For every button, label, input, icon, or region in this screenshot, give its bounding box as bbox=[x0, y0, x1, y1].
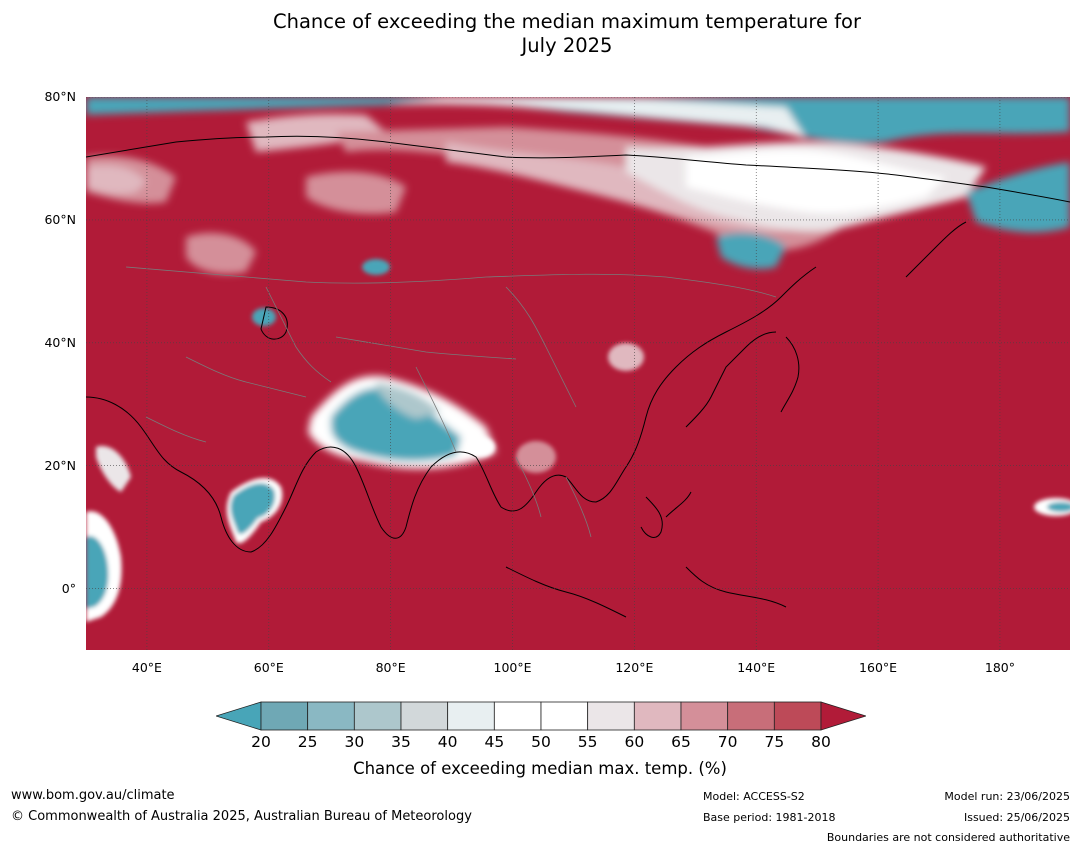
graticule bbox=[86, 97, 1070, 650]
footer-base-period: Base period: 1981-2018 bbox=[703, 811, 836, 824]
minor-fields bbox=[252, 259, 1070, 516]
chart-title: Chance of exceeding the median maximum t… bbox=[0, 10, 1081, 58]
latitude-tick-label: 20°N bbox=[44, 457, 76, 473]
longitude-tick-label: 100°E bbox=[493, 660, 532, 675]
longitude-tick-label: 120°E bbox=[615, 660, 654, 675]
colorbar-tick-label: 50 bbox=[531, 733, 551, 751]
colorbar-segment bbox=[540, 701, 589, 731]
colorbar-tick-label: 55 bbox=[577, 733, 598, 751]
longitude-tick-label: 180° bbox=[984, 660, 1015, 675]
longitude-tick-label: 40°E bbox=[131, 660, 162, 675]
longitude-tick-label: 140°E bbox=[737, 660, 776, 675]
colorbar-tick-label: 65 bbox=[671, 733, 691, 751]
colorbar-tick-label: 25 bbox=[297, 733, 318, 751]
colorbar-segment bbox=[260, 701, 309, 731]
longitude-tick-label: 80°E bbox=[375, 660, 406, 675]
colorbar-segment bbox=[680, 701, 729, 731]
longitude-tick-label: 60°E bbox=[253, 660, 284, 675]
latitude-tick-label: 80°N bbox=[44, 89, 76, 104]
colorbar-tick-label: 80 bbox=[811, 733, 831, 751]
footer-model-run: Model run: 23/06/2025 bbox=[944, 790, 1070, 803]
colorbar-segment bbox=[633, 701, 682, 731]
probability-map bbox=[86, 97, 1070, 650]
colorbar-tick-label: 35 bbox=[391, 733, 411, 751]
colorbar bbox=[216, 701, 866, 731]
coastlines bbox=[86, 135, 1070, 618]
colorbar-tick-label: 75 bbox=[764, 733, 785, 751]
footer-model: Model: ACCESS-S2 bbox=[703, 790, 805, 803]
arctic-field bbox=[86, 97, 1070, 274]
colorbar-over-arrow bbox=[820, 701, 866, 731]
colorbar-under-arrow bbox=[216, 701, 262, 731]
arabian-sea-field bbox=[226, 477, 283, 544]
colorbar-segment bbox=[353, 701, 402, 731]
footer-issued: Issued: 25/06/2025 bbox=[963, 811, 1070, 824]
footer-copyright: © Commonwealth of Australia 2025, Austra… bbox=[11, 809, 472, 824]
colorbar-tick-label: 60 bbox=[624, 733, 645, 751]
footer-disclaimer: Boundaries are not considered authoritat… bbox=[826, 831, 1070, 844]
country-borders bbox=[125, 266, 777, 538]
footer-url: www.bom.gov.au/climate bbox=[11, 788, 175, 803]
colorbar-tick-label: 20 bbox=[251, 733, 271, 751]
colorbar-segment bbox=[727, 701, 775, 731]
latitude-tick-label: 60°N bbox=[44, 211, 76, 227]
title-line-2: July 2025 bbox=[521, 34, 613, 57]
colorbar-segment bbox=[773, 701, 822, 731]
colorbar-segment bbox=[307, 701, 355, 731]
colorbar-segment bbox=[587, 701, 635, 731]
longitude-tick-label: 160°E bbox=[859, 660, 898, 675]
latitude-tick-label: 40°N bbox=[44, 334, 76, 350]
tibet-field bbox=[308, 376, 496, 469]
colorbar-segment bbox=[400, 701, 449, 731]
colorbar-tick-label: 45 bbox=[484, 733, 505, 751]
title-line-1: Chance of exceeding the median maximum t… bbox=[272, 10, 862, 33]
africa-field bbox=[86, 446, 131, 622]
colorbar-label: Chance of exceeding median max. temp. (%… bbox=[353, 759, 727, 778]
latitude-tick-label: 0° bbox=[61, 580, 76, 596]
colorbar-segment bbox=[447, 701, 495, 731]
colorbar-tick-label: 30 bbox=[344, 733, 365, 751]
colorbar-tick-label: 40 bbox=[437, 733, 458, 751]
colorbar-tick-label: 70 bbox=[717, 733, 738, 751]
colorbar-segment bbox=[493, 701, 542, 731]
